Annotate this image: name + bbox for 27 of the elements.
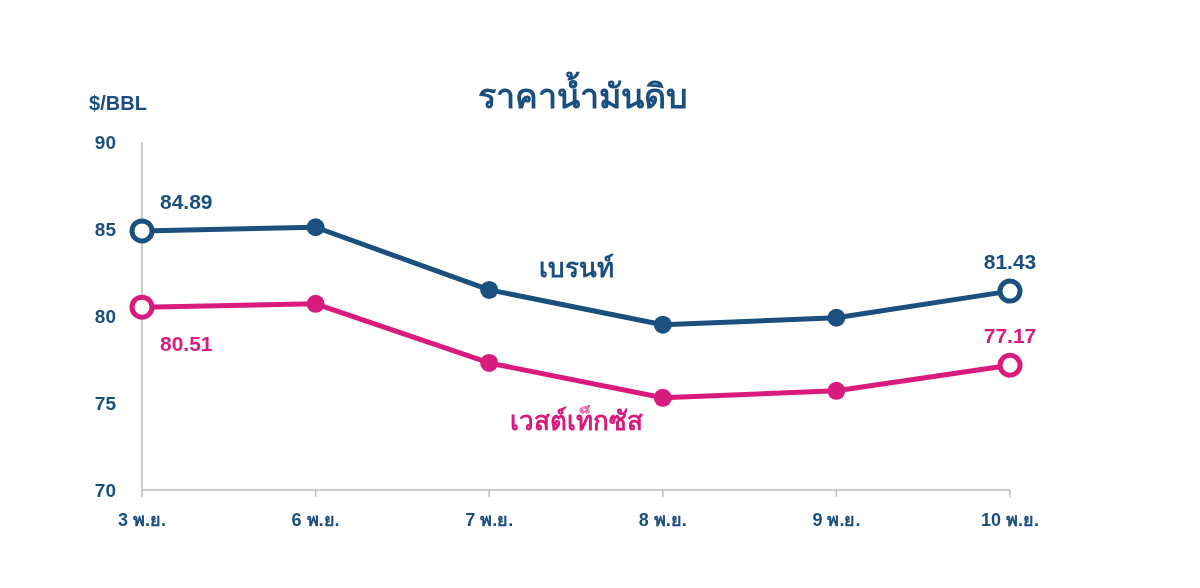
data-label: 81.43 [983,250,1037,274]
data-label: 80.51 [160,332,213,356]
y-tick-label: 70 [94,480,116,501]
point [827,308,846,327]
x-tick-label: 9 พ.ย. [812,510,861,530]
point [306,218,325,237]
x-tick-label: 8 พ.ย. [638,510,687,530]
chart-title: ราคาน้ำมันดิบ [478,71,688,115]
point [653,388,672,407]
x-tick-label: 10 พ.ย. [980,510,1040,530]
data-label: 84.89 [160,189,213,213]
x-tick-label: 6 พ.ย. [291,510,340,530]
y-tick-label: 90 [94,132,116,153]
y-axis-title: $/BBL [89,92,147,114]
series-label: เบรนท์ [538,253,614,284]
series-label: เวสต์เท็กซัส [509,405,643,437]
point [306,294,325,313]
y-tick-label: 85 [94,219,117,240]
point [480,280,499,299]
point [653,315,672,334]
y-tick-label: 75 [94,393,117,414]
y-tick-label: 80 [94,306,116,327]
data-label: 77.17 [983,324,1037,348]
point [480,353,499,372]
point [827,381,846,400]
x-tick-label: 7 พ.ย. [465,510,514,530]
x-tick-label: 3 พ.ย. [117,510,167,530]
